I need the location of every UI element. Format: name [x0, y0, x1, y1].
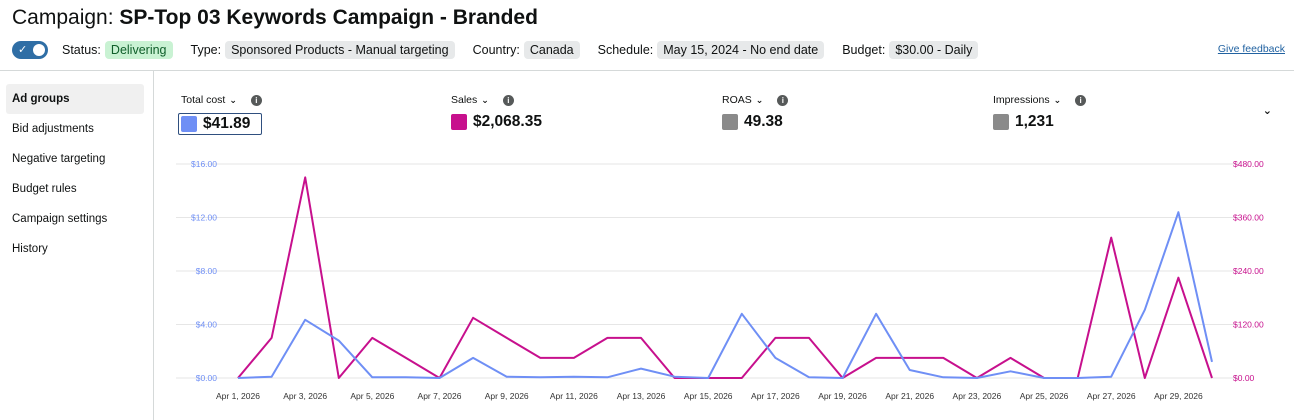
metric-value: 1,231 [1015, 113, 1054, 130]
type-label: Type: [190, 43, 222, 57]
y-right-tick-label: $360.00 [1233, 213, 1264, 223]
metric-value-box[interactable]: 1,231 [993, 113, 1086, 131]
chevron-down-icon: ⌄ [481, 94, 489, 105]
x-tick-label: Apr 27, 2026 [1087, 391, 1136, 401]
metric-label: ROAS [722, 94, 752, 106]
country-badge: Canada [523, 41, 580, 59]
info-icon[interactable]: i [250, 94, 262, 106]
sidebar-item-campaign-settings[interactable]: Campaign settings [12, 213, 108, 225]
page-title: Campaign: SP-Top 03 Keywords Campaign - … [12, 6, 538, 30]
sidebar-item-bid-adjustments[interactable]: Bid adjustments [12, 123, 94, 135]
metric-value: $2,068.35 [473, 113, 542, 130]
x-tick-label: Apr 15, 2026 [684, 391, 733, 401]
series-line-total-cost [237, 211, 1213, 379]
metric-label: Total cost [181, 94, 226, 106]
y-left-tick-label: $4.00 [196, 320, 218, 330]
title-prefix: Campaign: [12, 6, 114, 29]
info-icon[interactable]: i [1075, 94, 1087, 106]
y-right-tick-label: $120.00 [1233, 320, 1264, 330]
x-tick-label: Apr 25, 2026 [1020, 391, 1069, 401]
x-tick-label: Apr 29, 2026 [1154, 391, 1203, 401]
chevron-down-icon: ⌄ [1053, 94, 1062, 105]
toggle-knob [33, 44, 45, 56]
y-left-tick-label: $12.00 [191, 213, 217, 223]
sidebar-nav: Ad groups Bid adjustments Negative targe… [6, 84, 144, 264]
metric-label: Impressions [993, 94, 1050, 106]
y-left-tick-label: $0.00 [196, 373, 218, 383]
y-left-tick-label: $16.00 [191, 159, 217, 169]
x-tick-label: Apr 19, 2026 [818, 391, 867, 401]
metric-value-box[interactable]: 49.38 [722, 113, 788, 131]
sidebar-item-ad-groups[interactable]: Ad groups [6, 84, 144, 114]
check-icon: ✓ [18, 44, 28, 56]
expand-chevron-icon[interactable]: ⌄ [1262, 105, 1272, 117]
status-label: Status: [62, 43, 101, 57]
status-badge: Delivering [104, 41, 173, 59]
metric-sales: Sales ⌄ i $2,068.35 [451, 94, 542, 131]
schedule-badge: May 15, 2024 - No end date [657, 41, 825, 59]
metric-roas: ROAS ⌄ i 49.38 [722, 94, 789, 131]
x-tick-label: Apr 9, 2026 [485, 391, 529, 401]
info-icon[interactable]: i [502, 94, 514, 106]
metric-selector-sales[interactable]: Sales ⌄ i [451, 94, 542, 106]
campaign-toggle[interactable]: ✓ [12, 41, 48, 59]
x-tick-label: Apr 3, 2026 [283, 391, 327, 401]
x-tick-label: Apr 1, 2026 [216, 391, 260, 401]
metric-impressions: Impressions ⌄ i 1,231 [993, 94, 1087, 131]
y-right-tick-label: $480.00 [1233, 159, 1264, 169]
series-swatch [722, 114, 738, 130]
sidebar-item-negative-targeting[interactable]: Negative targeting [12, 153, 106, 165]
x-tick-label: Apr 11, 2026 [550, 391, 598, 401]
sidebar-item-budget-rules[interactable]: Budget rules [12, 183, 77, 195]
x-tick-label: Apr 7, 2026 [418, 391, 462, 401]
chevron-down-icon: ⌄ [229, 94, 237, 105]
metric-value-box[interactable]: $41.89 [178, 113, 262, 135]
series-swatch [181, 116, 197, 132]
info-icon[interactable]: i [777, 94, 789, 106]
type-badge: Sponsored Products - Manual targeting [225, 41, 455, 59]
y-left-tick-label: $8.00 [196, 266, 218, 276]
sidebar-divider [153, 71, 154, 420]
schedule-label: Schedule: [597, 43, 654, 57]
metric-value: $41.89 [203, 115, 251, 132]
chevron-down-icon: ⌄ [755, 94, 764, 105]
metric-selector-roas[interactable]: ROAS ⌄ i [722, 94, 789, 106]
metric-value: 49.38 [744, 113, 783, 130]
country-label: Country: [472, 43, 520, 57]
metric-total-cost: Total cost ⌄ i $41.89 [178, 94, 262, 135]
x-tick-label: Apr 13, 2026 [617, 391, 666, 401]
x-tick-label: Apr 5, 2026 [350, 391, 394, 401]
x-tick-label: Apr 17, 2026 [751, 391, 800, 401]
series-swatch [993, 114, 1009, 130]
x-tick-label: Apr 23, 2026 [953, 391, 1002, 401]
metric-value-box[interactable]: $2,068.35 [451, 113, 542, 131]
y-right-tick-label: $240.00 [1233, 266, 1264, 276]
sidebar-item-history[interactable]: History [12, 243, 48, 255]
x-tick-label: Apr 21, 2026 [885, 391, 934, 401]
series-swatch [451, 114, 467, 130]
metric-label: Sales [451, 94, 478, 106]
metric-selector-impressions[interactable]: Impressions ⌄ i [993, 94, 1087, 106]
campaign-name: SP-Top 03 Keywords Campaign - Branded [119, 6, 538, 29]
budget-badge: $30.00 - Daily [889, 41, 979, 59]
campaign-meta-row: ✓ Status: Delivering Type: Sponsored Pro… [12, 39, 996, 61]
y-right-tick-label: $0.00 [1233, 373, 1255, 383]
header-divider [0, 70, 1294, 71]
budget-label: Budget: [842, 43, 886, 57]
give-feedback-link[interactable]: Give feedback [1217, 43, 1285, 55]
metric-selector-total-cost[interactable]: Total cost ⌄ i [181, 94, 262, 106]
